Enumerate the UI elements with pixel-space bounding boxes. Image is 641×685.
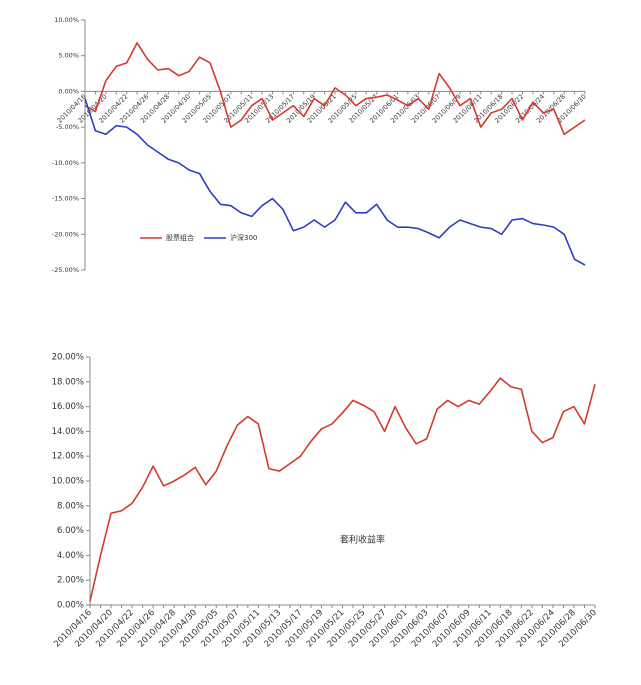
y-tick-label: 0.00% [58,87,79,95]
y-tick-label: 20.00% [52,353,84,363]
y-tick-label: 6.00% [57,526,84,536]
y-tick-label: -5.00% [56,123,79,131]
y-tick-label: 0.00% [57,601,84,611]
y-tick-label: 4.00% [57,551,84,561]
y-tick-label: -10.00% [52,159,79,167]
y-tick-label: 8.00% [57,501,84,511]
legend-label: 套利收益率 [340,534,385,546]
y-tick-label: -15.00% [52,195,79,203]
y-tick-label: 12.00% [52,452,84,462]
y-tick-label: -25.00% [52,266,79,274]
y-tick-label: 14.00% [52,427,84,437]
y-tick-label: 18.00% [52,377,84,387]
y-tick-label: 2.00% [57,576,84,586]
series-line [89,377,596,602]
legend-label: 沪深300 [230,233,257,242]
y-tick-label: 10.00% [52,477,84,487]
series-line [84,98,586,266]
legend-label: 股票组合 [166,233,194,242]
series-line [84,42,586,136]
y-tick-label: 10.00% [54,16,79,24]
y-tick-label: -20.00% [52,230,79,238]
y-tick-label: 5.00% [58,52,79,60]
y-tick-label: 16.00% [52,402,84,412]
